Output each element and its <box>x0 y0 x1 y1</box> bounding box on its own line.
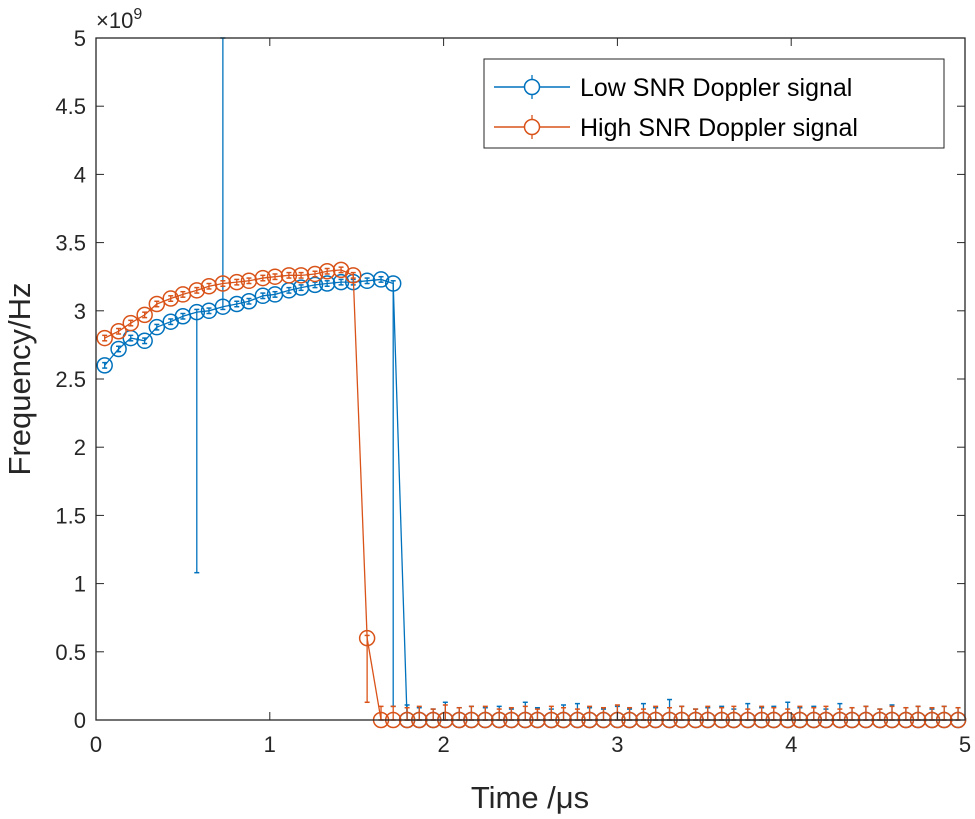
y-tick-label: 3 <box>74 299 86 324</box>
data-point <box>358 272 376 290</box>
data-point <box>318 275 336 292</box>
data-point <box>162 290 179 307</box>
series-line <box>104 278 959 721</box>
data-point <box>254 287 272 305</box>
data-point <box>318 262 336 280</box>
y-tick-label: 2.5 <box>55 367 86 392</box>
data-point <box>110 323 127 340</box>
data-point <box>358 629 376 647</box>
data-point <box>254 269 272 287</box>
legend-marker <box>523 78 541 96</box>
y-tick-label: 0.5 <box>55 640 86 665</box>
y-tick-label: 2 <box>74 435 86 460</box>
y-exponent-power: 9 <box>133 6 142 23</box>
legend: Low SNR Doppler signal High SNR Doppler … <box>483 58 945 149</box>
data-point <box>292 267 310 284</box>
data-point <box>188 303 206 321</box>
x-tick-label: 5 <box>959 732 971 757</box>
legend-box <box>483 58 945 149</box>
y-tick-label: 4.5 <box>55 94 86 119</box>
axis-ticks: 0 1 2 3 4 5 0 0.5 1 1.5 2 2.5 3 3.5 4 4.5 5 <box>55 26 971 757</box>
series-1 <box>96 261 967 729</box>
data-point <box>266 268 284 285</box>
x-axis-label: Time /μs <box>471 780 589 815</box>
y-tick-label: 4 <box>74 162 86 187</box>
data-point <box>188 282 206 299</box>
data-point <box>228 273 246 291</box>
x-tick-label: 4 <box>785 732 797 757</box>
x-tick-label: 1 <box>264 732 276 757</box>
data-point <box>240 293 258 310</box>
x-tick-label: 2 <box>437 732 449 757</box>
data-point <box>148 318 166 336</box>
data-point <box>148 295 166 313</box>
data-point <box>122 314 140 332</box>
x-tick-label: 3 <box>611 732 623 757</box>
data-point <box>228 295 246 313</box>
y-tick-label: 5 <box>74 26 86 51</box>
data-point <box>96 357 113 374</box>
data-point <box>214 275 232 292</box>
y-tick-label: 1.5 <box>55 503 86 528</box>
data-point <box>280 267 298 284</box>
x-tick-label: 0 <box>90 732 102 757</box>
data-point <box>344 267 362 284</box>
data-point <box>372 271 390 288</box>
data-point <box>110 340 127 358</box>
data-point <box>306 265 324 283</box>
legend-label-low-snr: Low SNR Doppler signal <box>580 74 852 102</box>
data-point <box>136 332 153 350</box>
data-point <box>136 306 153 324</box>
legend-entry-high-snr: High SNR Doppler signal <box>494 114 858 142</box>
legend-entry-low-snr: Low SNR Doppler signal <box>494 74 852 102</box>
y-axis-label: Frequency/Hz <box>2 283 37 476</box>
legend-label-high-snr: High SNR Doppler signal <box>580 114 858 142</box>
data-point <box>332 273 350 291</box>
data-point <box>384 275 402 292</box>
legend-marker <box>523 118 541 136</box>
y-tick-label: 3.5 <box>55 231 86 256</box>
series-line <box>104 269 959 721</box>
y-exponent-label: ×109 <box>96 6 142 33</box>
y-tick-label: 1 <box>74 572 86 597</box>
y-tick-label: 0 <box>74 708 86 733</box>
data-point <box>96 329 113 347</box>
